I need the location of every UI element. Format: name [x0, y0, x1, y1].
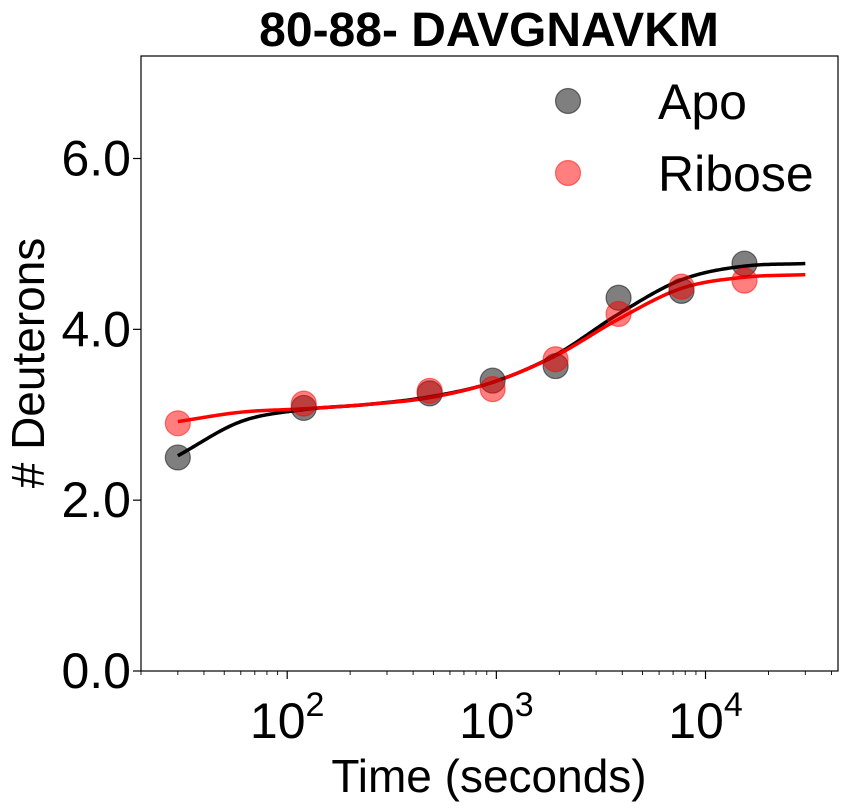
data-point-ribose	[605, 300, 632, 328]
data-point-ribose	[542, 346, 569, 373]
data-point-ribose	[731, 267, 758, 294]
y-tick-label: 2.0	[61, 472, 131, 528]
x-tick-base: 10	[250, 693, 306, 749]
x-tick-label: 104	[668, 686, 743, 749]
legend-label: Apo	[658, 74, 747, 130]
x-tick-exponent: 3	[515, 686, 534, 724]
plot-frame	[140, 55, 839, 672]
legend-marker-apo	[554, 87, 582, 115]
x-tick-label: 102	[250, 686, 325, 749]
x-tick-exponent: 2	[306, 686, 325, 724]
data-point-ribose	[479, 376, 506, 403]
fit-line-apo	[176, 261, 806, 458]
data-point-ribose	[668, 273, 695, 300]
y-tick-label: 0.0	[61, 643, 131, 699]
x-tick-exponent: 4	[724, 686, 743, 724]
x-tick-label: 103	[459, 686, 534, 749]
legend-marker-ribose	[554, 159, 582, 187]
data-point-ribose	[416, 377, 443, 404]
x-tick-base: 10	[668, 693, 724, 749]
x-axis-label: Time (seconds)	[331, 750, 646, 802]
x-axis-ticks: 102 103 104	[140, 671, 832, 749]
x-tick-base: 10	[459, 693, 515, 749]
data-points	[164, 250, 758, 471]
data-point-apo	[164, 444, 191, 471]
legend-label: Ribose	[658, 146, 814, 202]
chart-title: 80-88- DAVGNAVKM	[259, 4, 719, 57]
data-point-ribose	[164, 410, 191, 437]
y-axis-ticks: 0.0 2.0 4.0 6.0	[61, 131, 141, 699]
y-tick-label: 4.0	[61, 301, 131, 357]
legend: Apo Ribose	[554, 74, 814, 202]
y-axis-label: # Deuterons	[2, 238, 54, 489]
fit-curves	[176, 261, 806, 458]
data-point-ribose	[290, 390, 317, 417]
y-tick-label: 6.0	[61, 131, 131, 187]
